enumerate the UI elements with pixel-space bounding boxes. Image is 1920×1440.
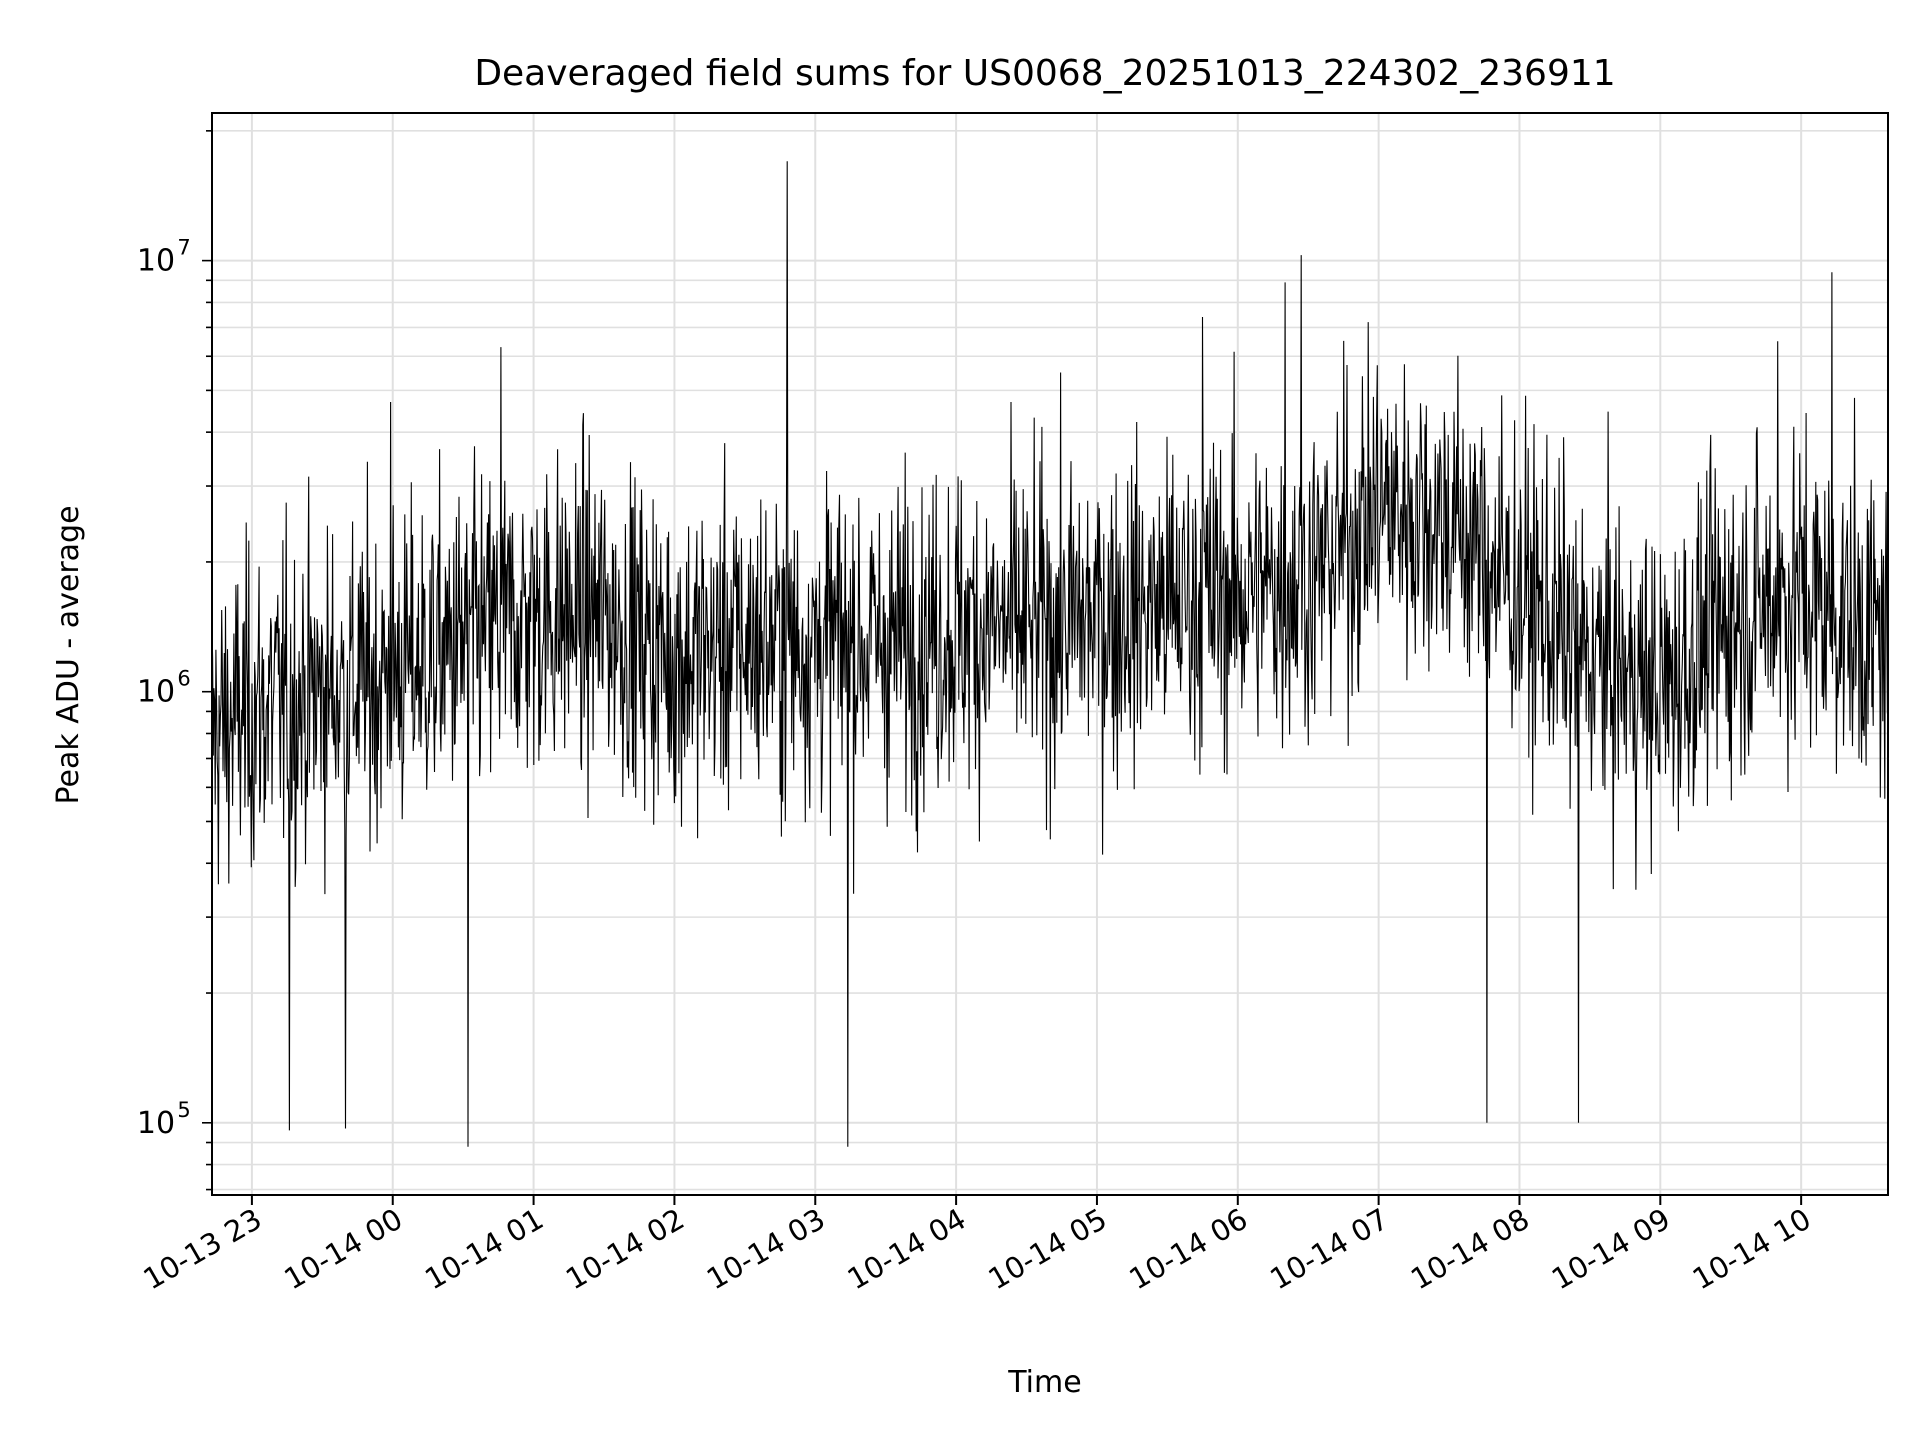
axes-frame: [211, 112, 1889, 1196]
y-axis-label: Peak ADU - average: [51, 505, 86, 804]
y-tick-label-exponent: 6: [177, 667, 190, 691]
chart-title: Deaveraged field sums for US0068_2025101…: [474, 53, 1615, 94]
y-tick-label: 10: [137, 244, 175, 279]
series-line: [211, 161, 1889, 1147]
x-axis-label: Time: [1007, 1365, 1081, 1400]
y-tick-label: 10: [137, 675, 175, 710]
series-layer: [211, 161, 1889, 1147]
y-tick-label: 10: [137, 1106, 175, 1141]
y-tick-label-exponent: 5: [177, 1098, 190, 1122]
y-tick-label-exponent: 7: [177, 236, 190, 260]
